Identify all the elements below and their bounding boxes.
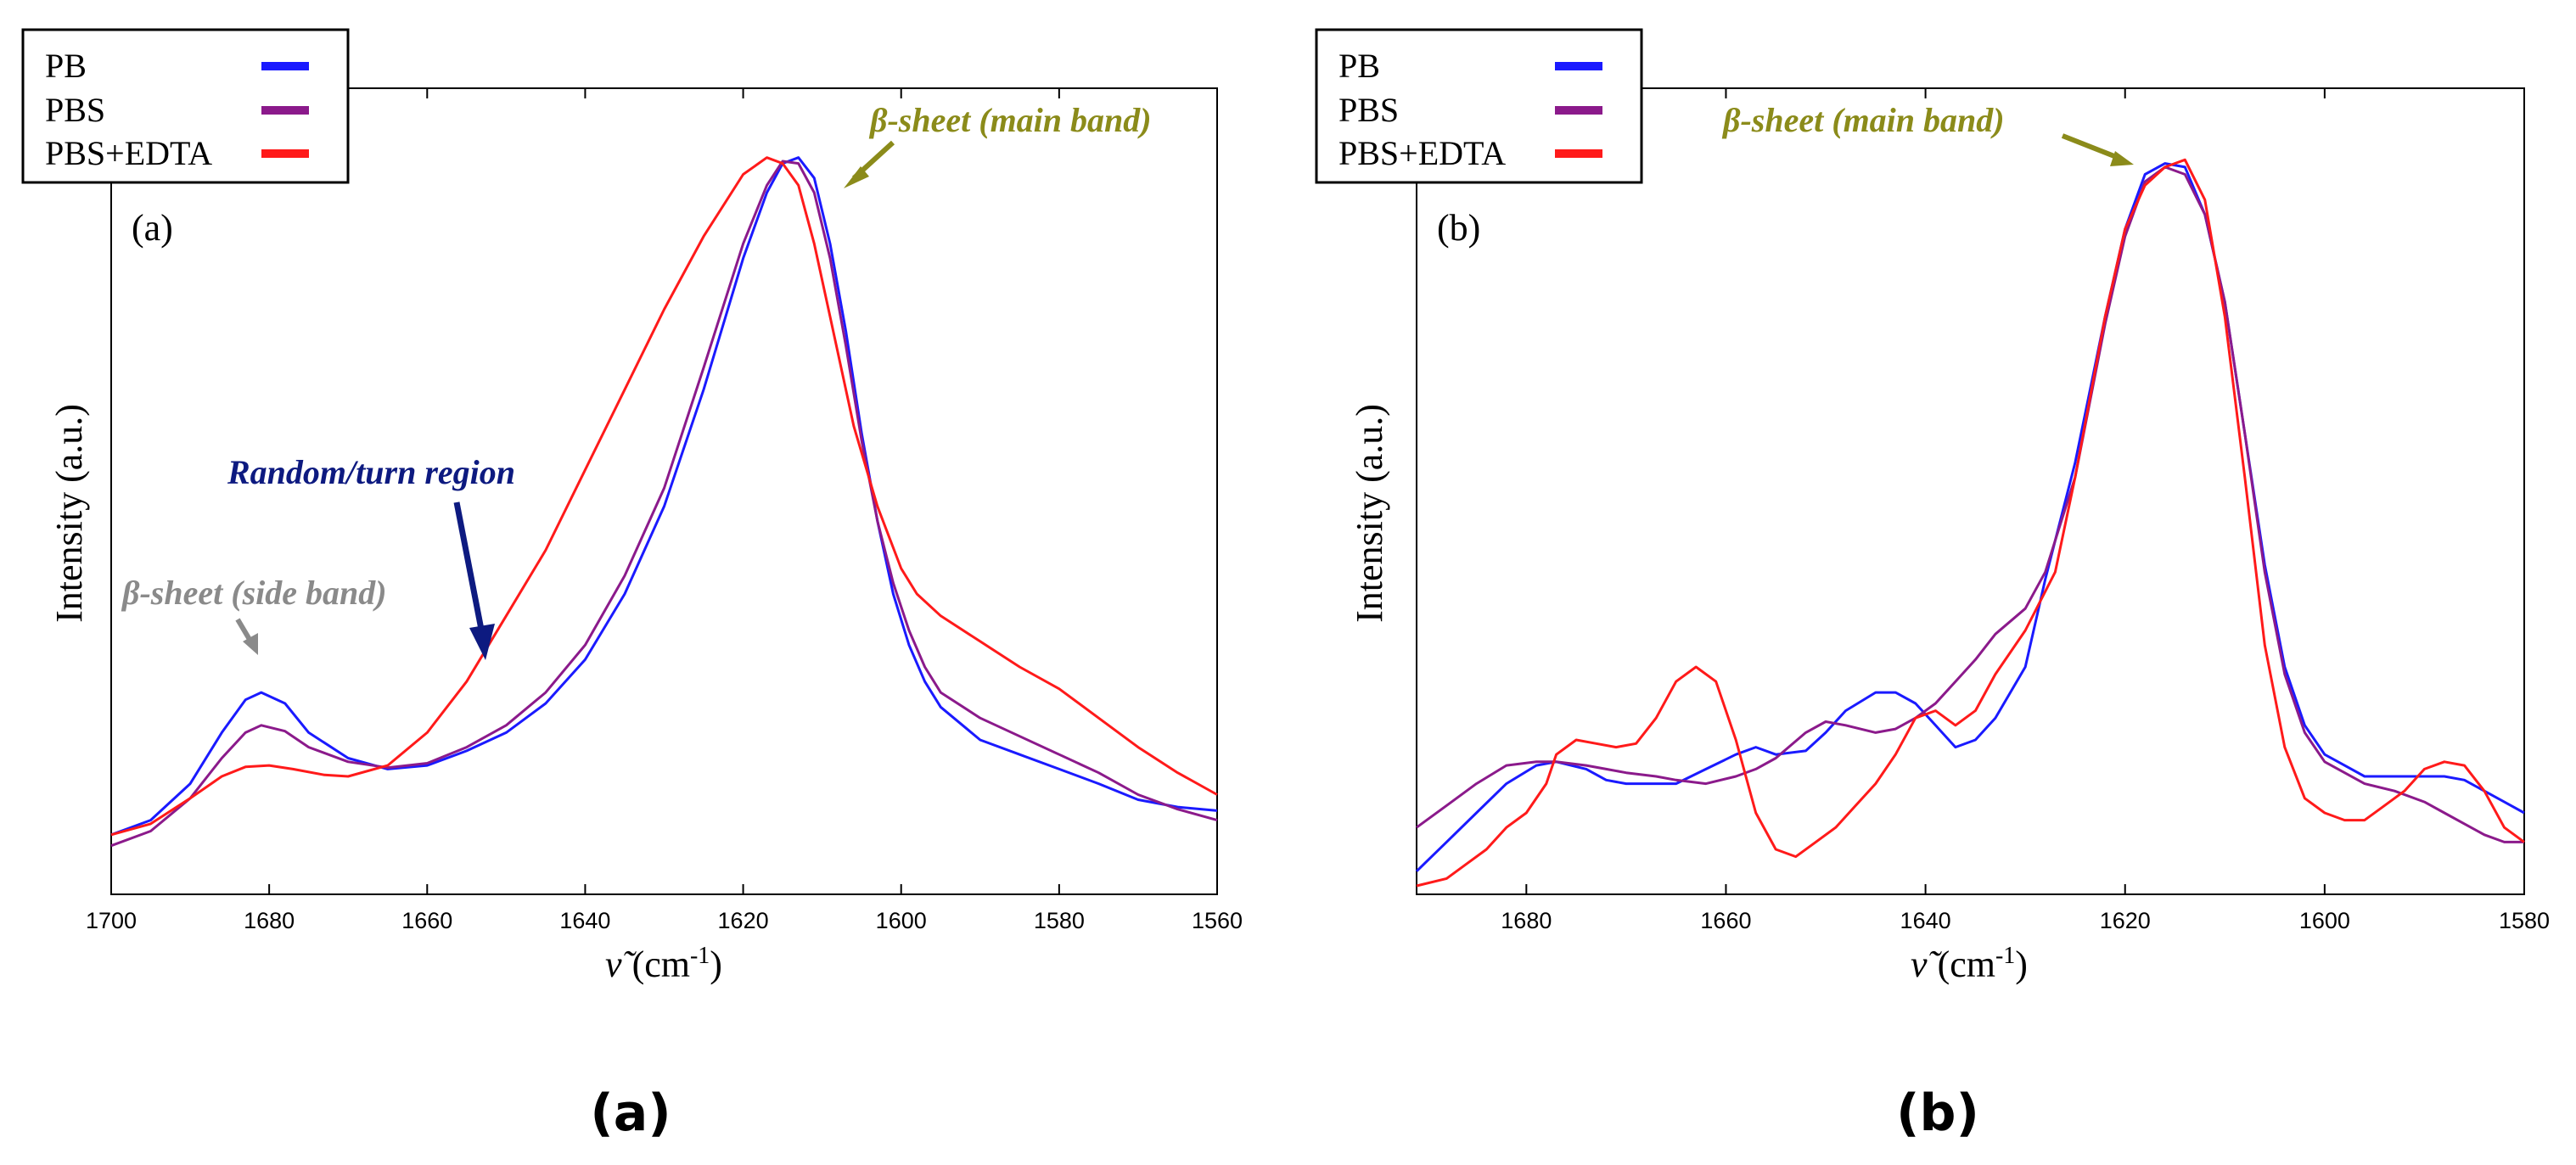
series-line-pbs-edta-a	[110, 156, 1218, 837]
annotation-main-band-b: β-sheet (main band)	[1721, 101, 2005, 139]
legend-label-pb-b: PB	[1339, 47, 1380, 85]
series-line-pbs-a	[110, 160, 1218, 848]
legend-label-pbs-b: PBS	[1339, 91, 1399, 129]
x-tick-label-b: 1600	[2299, 908, 2350, 933]
series-line-pb-b	[1415, 162, 2525, 872]
series-line-pb-a	[110, 156, 1218, 837]
x-ticks-a: 1700 1680 1660 1640 1620 1600 1580 1560	[86, 88, 1243, 933]
x-tick-label-a: 1680	[244, 908, 295, 933]
series-group-b	[1415, 158, 2525, 888]
legend-swatch-pb-b	[1555, 62, 1602, 70]
y-axis-label-a: Intensity (a.u.)	[48, 404, 90, 623]
arrow-side-band-a	[235, 618, 258, 655]
panel-a: 1700 1680 1660 1640 1620 1600 1580 1560 (a) Int…	[21, 28, 1243, 1143]
arrow-main-band-a	[844, 140, 895, 188]
legend-a: PB PBS PBS+EDTA	[21, 28, 350, 184]
y-axis-label-b: Intensity (a.u.)	[1349, 404, 1390, 623]
series-line-pbs-edta-b	[1416, 158, 2525, 888]
x-tick-label-a: 1600	[876, 908, 927, 933]
x-tick-label-a: 1560	[1192, 908, 1243, 933]
panel-label-b: (b)	[1437, 207, 1480, 249]
plot-frame-a	[110, 87, 1218, 895]
legend-label-pbs-a: PBS	[45, 91, 105, 129]
x-tick-label-a: 1700	[86, 908, 137, 933]
legend-label-pbs-edta-b: PBS+EDTA	[1339, 134, 1506, 172]
x-tick-label-a: 1620	[718, 908, 769, 933]
x-axis-label-a: ν̃ (cm-1)	[605, 943, 722, 985]
x-tick-label-b: 1680	[1501, 908, 1552, 933]
caption-b: (b)	[1896, 1084, 1979, 1143]
x-tick-label-a: 1580	[1034, 908, 1085, 933]
x-axis-label-b: ν̃ (cm-1)	[1911, 943, 2028, 985]
caption-a: (a)	[590, 1084, 671, 1143]
legend-swatch-pbs-edta-b	[1555, 149, 1602, 158]
legend-label-pbs-edta-a: PBS+EDTA	[45, 134, 212, 172]
annotation-turn-region-a: Random/turn region	[227, 453, 515, 491]
plot-frame-b	[1416, 87, 2525, 895]
arrow-main-band-b	[2061, 133, 2134, 166]
x-tick-label-b: 1620	[2100, 908, 2151, 933]
x-tick-label-a: 1640	[559, 908, 610, 933]
legend-swatch-pbs-b	[1555, 106, 1602, 115]
annotation-main-band-a: β-sheet (main band)	[868, 101, 1152, 139]
panel-b: 1680 1660 1640 1620 1600 1580 (b) Intensity (…	[1315, 28, 2550, 1143]
legend-label-pb-a: PB	[45, 47, 87, 85]
series-line-pbs-b	[1416, 165, 2524, 843]
arrow-turn-region-a	[453, 501, 495, 660]
legend-swatch-pb-a	[261, 62, 309, 70]
x-tick-label-a: 1660	[401, 908, 452, 933]
x-tick-label-b: 1660	[1700, 908, 1751, 933]
series-group-a	[110, 156, 1218, 848]
legend-swatch-pbs-edta-a	[261, 149, 309, 158]
legend-b: PB PBS PBS+EDTA	[1315, 28, 1643, 184]
x-ticks-b: 1680 1660 1640 1620 1600 1580	[1501, 88, 2550, 933]
annotation-side-band-a: β-sheet (side band)	[121, 574, 387, 612]
x-tick-label-b: 1640	[1900, 908, 1951, 933]
legend-swatch-pbs-a	[261, 106, 309, 115]
panel-label-a: (a)	[132, 207, 173, 249]
x-tick-label-b: 1580	[2499, 908, 2550, 933]
